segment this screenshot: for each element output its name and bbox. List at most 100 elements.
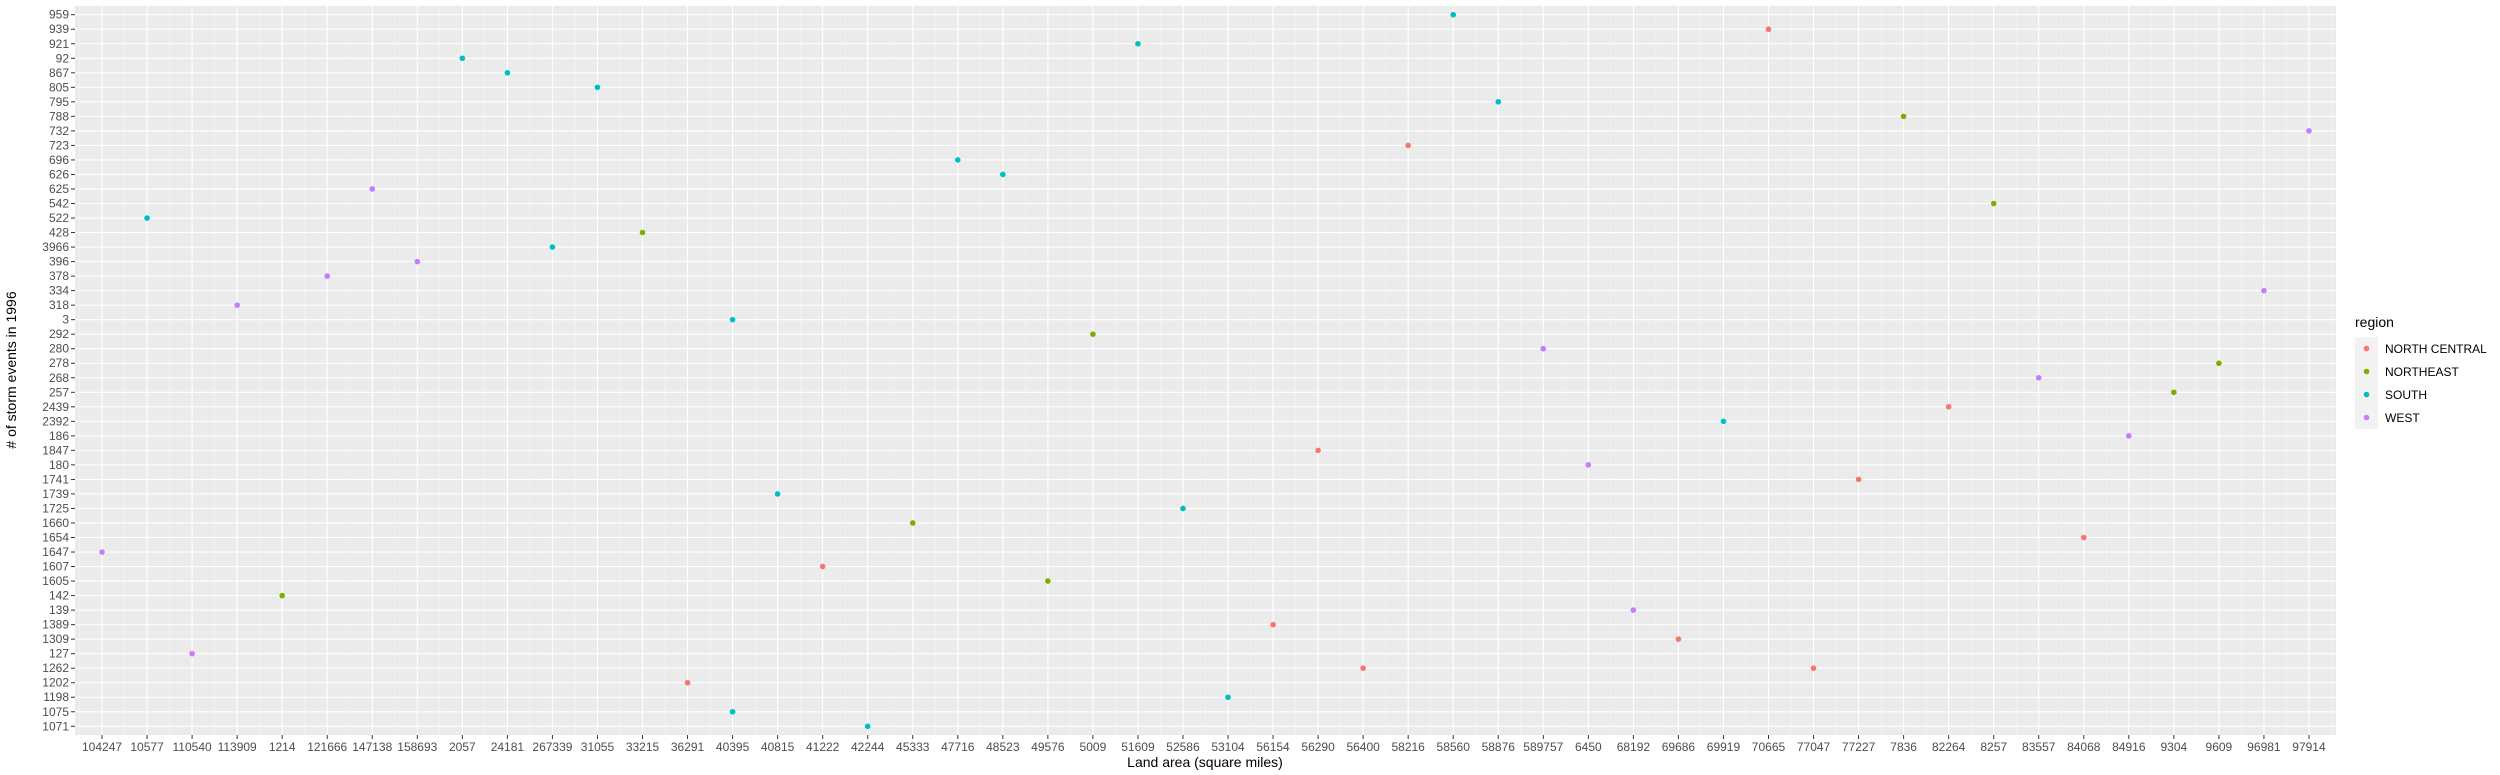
y-tick-label: 428	[49, 226, 69, 240]
x-tick-label: 5009	[1080, 740, 1107, 754]
legend: region NORTH CENTRAL NORTHEAST SOUTH WEST	[2355, 314, 2487, 429]
data-point	[1945, 404, 1952, 410]
x-tick-label: 2057	[449, 740, 476, 754]
y-tick-label: 696	[49, 153, 69, 167]
x-tick-label: 84916	[2112, 740, 2146, 754]
y-tick-label: 1262	[42, 661, 69, 675]
data-point	[1315, 447, 1321, 454]
x-tick-label: 6450	[1575, 740, 1602, 754]
data-point	[639, 229, 646, 236]
y-tick-label: 280	[49, 342, 69, 356]
y-tick-label: 1075	[42, 705, 69, 719]
data-point	[504, 70, 511, 76]
data-point	[819, 563, 826, 570]
y-tick-label: 1739	[42, 487, 69, 501]
data-point	[1225, 694, 1231, 701]
data-point	[774, 491, 781, 497]
y-tick-label: 278	[49, 356, 69, 370]
legend-point	[2363, 345, 2370, 352]
y-tick-label: 3	[62, 313, 69, 327]
y-tick-label: 142	[49, 589, 69, 603]
x-tick-label: 9304	[2161, 740, 2188, 754]
y-tick-label: 127	[49, 647, 69, 661]
x-tick-label: 70665	[1752, 740, 1786, 754]
x-tick-label: 40815	[761, 740, 795, 754]
data-point	[1135, 40, 1141, 47]
x-tick-label: 69686	[1662, 740, 1696, 754]
y-tick-label: 723	[49, 138, 69, 152]
data-point	[2080, 534, 2087, 541]
data-point	[2171, 389, 2177, 396]
x-tick-label: 84068	[2067, 740, 2101, 754]
grid-major-x	[101, 6, 2310, 735]
x-tick-label: 42244	[851, 740, 885, 754]
legend-point	[2363, 414, 2370, 421]
x-tick-label: 77047	[1797, 740, 1831, 754]
y-tick-label: 959	[49, 8, 69, 22]
x-tick-label: 58216	[1391, 740, 1425, 754]
x-tick-label: 56290	[1301, 740, 1335, 754]
x-tick-label: 147138	[352, 740, 392, 754]
x-tick-label: 56154	[1256, 740, 1290, 754]
legend-items: NORTH CENTRAL NORTHEAST SOUTH WEST	[2355, 337, 2487, 429]
x-tick-label: 51609	[1121, 740, 1155, 754]
data-point	[414, 258, 421, 265]
data-point	[1090, 331, 1096, 337]
x-tick-label: 96981	[2247, 740, 2281, 754]
y-tick-label: 334	[49, 284, 69, 298]
x-tick-label: 9609	[2206, 740, 2233, 754]
data-point	[144, 215, 150, 221]
y-tick-label: 1198	[43, 690, 69, 704]
data-point	[1540, 345, 1547, 352]
data-point	[189, 650, 195, 657]
y-tick-label: 292	[49, 327, 69, 341]
y-tick-label: 867	[49, 66, 69, 80]
y-tick-label: 1202	[42, 676, 69, 690]
data-point	[2216, 360, 2222, 367]
legend-label: NORTH CENTRAL	[2385, 342, 2487, 356]
x-tick-label: 69919	[1707, 740, 1741, 754]
x-tick-label: 45333	[896, 740, 930, 754]
y-tick-label: 1847	[42, 443, 69, 457]
x-tick-label: 68192	[1617, 740, 1651, 754]
x-tick-label: 77227	[1842, 740, 1876, 754]
x-tick-label: 31055	[581, 740, 615, 754]
legend-point	[2363, 391, 2370, 398]
data-point	[369, 186, 376, 192]
data-point	[1900, 113, 1907, 120]
data-point	[1855, 476, 1862, 483]
x-tick-label: 53104	[1211, 740, 1245, 754]
data-point	[1000, 171, 1006, 178]
x-tick-label: 41222	[806, 740, 840, 754]
data-point	[909, 520, 916, 526]
y-tick-label: 1309	[42, 632, 69, 646]
y-tick-label: 268	[49, 371, 69, 385]
x-tick-label: 83557	[2022, 740, 2056, 754]
legend-label: NORTHEAST	[2385, 365, 2459, 379]
y-tick-label: 1607	[42, 560, 69, 574]
data-point	[324, 273, 331, 279]
x-tick-label: 121666	[307, 740, 347, 754]
data-point	[594, 84, 601, 91]
y-tick-label: 625	[49, 182, 69, 196]
y-tick-label: 1647	[42, 545, 69, 559]
x-tick-label: 52586	[1166, 740, 1200, 754]
data-point	[729, 708, 736, 715]
data-point	[1495, 99, 1502, 105]
data-point	[1180, 505, 1186, 512]
data-point	[2261, 287, 2267, 294]
data-point	[1675, 636, 1682, 642]
data-point	[729, 316, 736, 323]
x-tick-label: 24181	[491, 740, 525, 754]
data-point	[1630, 607, 1637, 613]
x-tick-label: 56400	[1346, 740, 1380, 754]
data-point	[279, 592, 285, 599]
data-point	[234, 302, 240, 308]
data-point	[1270, 621, 1276, 628]
y-tick-label: 1741	[42, 472, 69, 486]
data-point	[1585, 462, 1592, 468]
x-tick-label: 47716	[941, 740, 975, 754]
y-tick-label: 542	[49, 196, 69, 210]
data-point	[459, 55, 466, 62]
y-tick-label: 732	[49, 124, 69, 138]
